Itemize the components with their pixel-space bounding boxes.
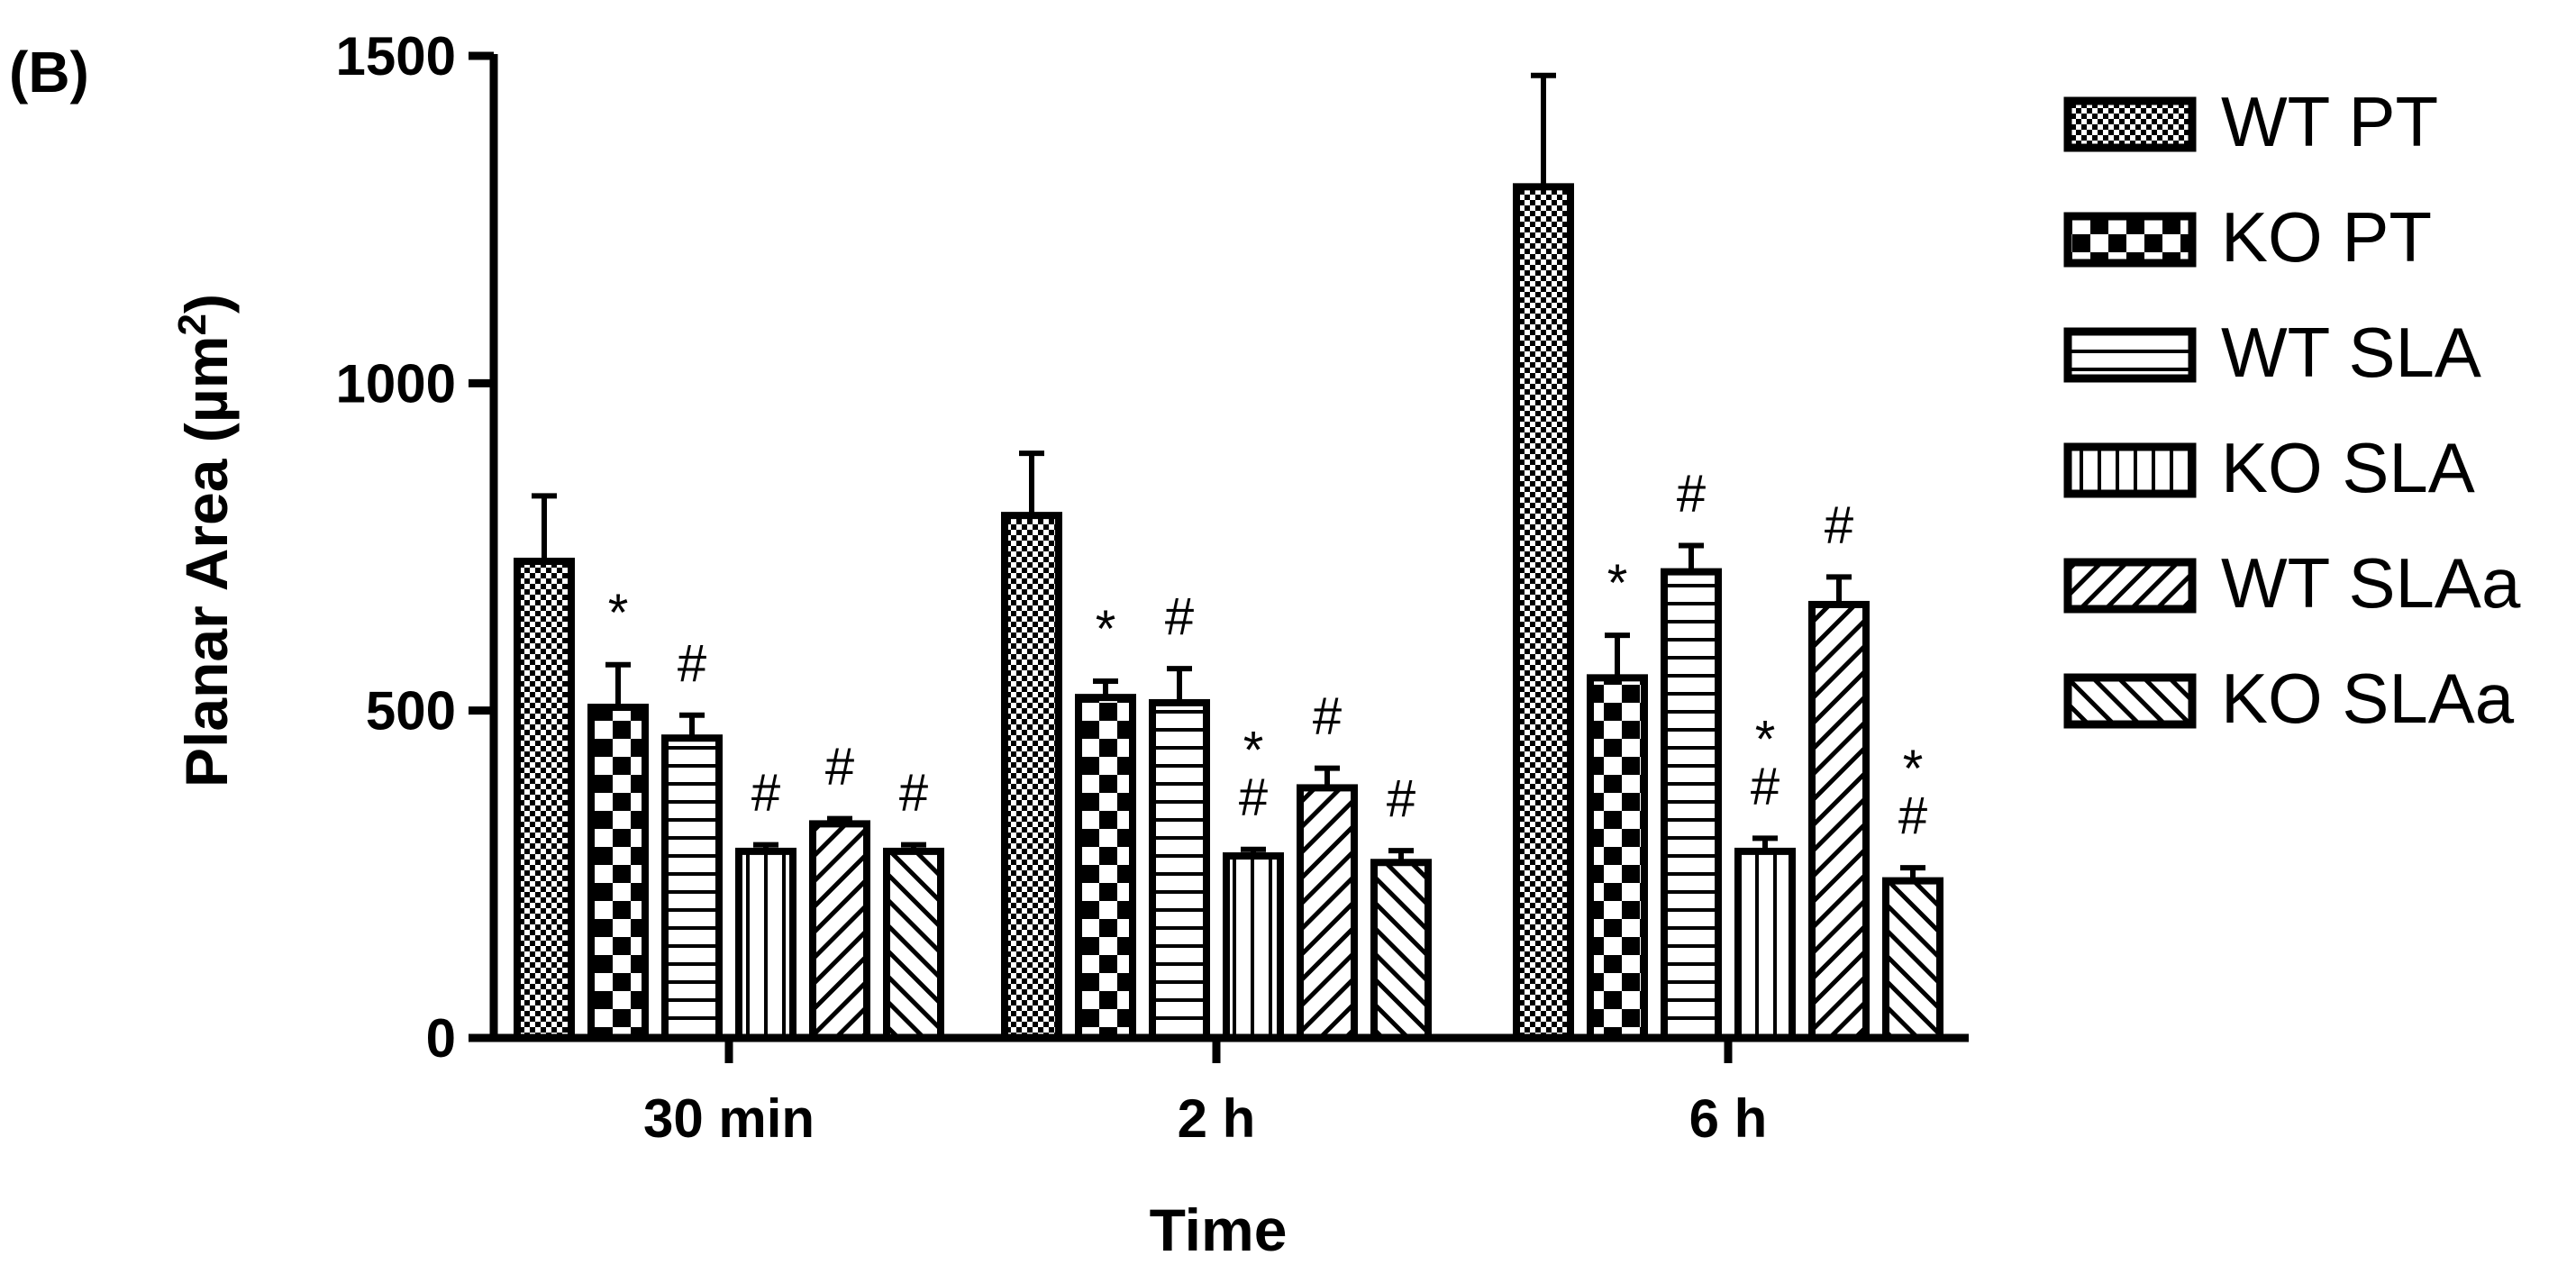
bar bbox=[1370, 859, 1432, 1042]
axes bbox=[489, 54, 1969, 1042]
legend-label: KO SLA bbox=[2221, 428, 2475, 507]
bar bbox=[661, 734, 723, 1042]
y-axis-title: Planar Area (µm2) bbox=[170, 294, 241, 787]
legend-label: WT PT bbox=[2221, 82, 2438, 161]
bar bbox=[587, 704, 649, 1042]
y-tick-label: 1500 bbox=[336, 26, 456, 86]
legend-swatch bbox=[2063, 327, 2197, 383]
significance-asterisk: * bbox=[1096, 600, 1116, 659]
x-category-label: 6 h bbox=[1689, 1088, 1768, 1149]
bar bbox=[883, 847, 944, 1042]
legend-swatch bbox=[2063, 558, 2197, 614]
significance-hash: # bbox=[1165, 587, 1194, 646]
bar bbox=[1882, 877, 1943, 1042]
legend-swatch bbox=[2063, 442, 2197, 498]
y-ticks: 0 500 1000 1500 bbox=[336, 26, 494, 1069]
legend-label: WT SLA bbox=[2221, 313, 2481, 392]
significance-asterisk: * bbox=[1243, 722, 1264, 780]
legend-swatch bbox=[2063, 673, 2197, 729]
bar bbox=[514, 557, 575, 1042]
bar bbox=[1808, 600, 1870, 1042]
significance-hash: # bbox=[1677, 465, 1706, 523]
significance-asterisk: * bbox=[1607, 554, 1628, 613]
significance-annotations: * **####*#*##### #*# bbox=[608, 465, 1927, 846]
legend: WT PT KO PT WT SLA KO SLA WT SLAa KO SLAa bbox=[2063, 82, 2521, 738]
bars bbox=[514, 183, 1943, 1042]
x-axis-title: Time bbox=[1150, 1197, 1288, 1263]
bar bbox=[1587, 674, 1648, 1042]
significance-hash: # bbox=[1239, 769, 1268, 827]
significance-hash: # bbox=[1825, 496, 1853, 554]
bar bbox=[1149, 698, 1210, 1042]
legend-swatch bbox=[2063, 96, 2197, 152]
significance-hash: # bbox=[1751, 757, 1780, 815]
bar bbox=[1075, 694, 1136, 1042]
legend-label: KO PT bbox=[2221, 197, 2432, 277]
significance-asterisk: * bbox=[1755, 710, 1776, 769]
bar bbox=[1734, 847, 1796, 1042]
y-axis-title-text: Planar Area (µm bbox=[173, 336, 240, 787]
significance-asterisk: * bbox=[608, 584, 629, 642]
svg-text:Planar Area (µm2): Planar Area (µm2) bbox=[170, 294, 241, 787]
bar bbox=[1223, 851, 1284, 1042]
bar bbox=[809, 820, 870, 1042]
legend-label: KO SLAa bbox=[2221, 659, 2515, 738]
y-tick-label: 0 bbox=[426, 1008, 456, 1069]
y-tick-label: 1000 bbox=[336, 353, 456, 414]
significance-hash: # bbox=[1387, 769, 1415, 828]
x-category-label: 30 min bbox=[643, 1088, 815, 1149]
legend-swatch bbox=[2063, 212, 2197, 268]
bar bbox=[1297, 784, 1358, 1042]
significance-hash: # bbox=[899, 764, 928, 823]
legend-label: WT SLAa bbox=[2221, 543, 2521, 623]
y-axis-title-close: ) bbox=[173, 294, 240, 314]
y-tick-label: 500 bbox=[366, 681, 456, 742]
significance-asterisk: * bbox=[1903, 740, 1924, 798]
significance-hash: # bbox=[1313, 687, 1342, 746]
bar bbox=[1001, 512, 1062, 1042]
bar bbox=[735, 847, 796, 1042]
significance-hash: # bbox=[825, 738, 854, 796]
significance-hash: # bbox=[1898, 787, 1927, 845]
significance-hash: # bbox=[678, 634, 706, 693]
significance-hash: # bbox=[751, 764, 780, 823]
bar bbox=[1513, 183, 1574, 1042]
error-bars bbox=[532, 72, 1925, 881]
x-category-label: 2 h bbox=[1178, 1088, 1256, 1149]
y-axis-title-superscript: 2 bbox=[170, 314, 214, 335]
panel-label: (B) bbox=[9, 40, 89, 105]
x-ticks: 30 min 2 h 6 h bbox=[643, 1038, 1767, 1149]
bar bbox=[1661, 568, 1722, 1042]
